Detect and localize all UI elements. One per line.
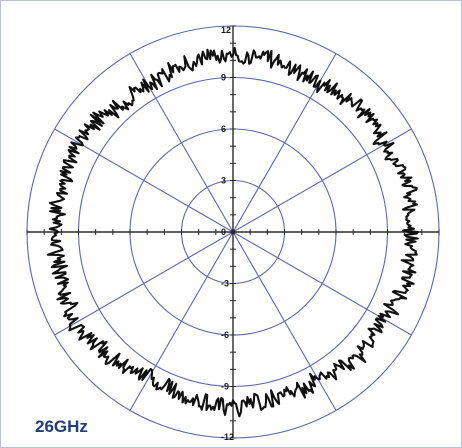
grid-spoke-150	[54, 128, 234, 233]
center-point	[230, 229, 236, 235]
tick-label-bottom-3: -3	[221, 279, 229, 289]
axis-ticks	[26, 25, 440, 439]
series-group	[46, 46, 420, 418]
grid-spoke-120	[129, 53, 234, 233]
tick-label-top-9: 9	[221, 73, 226, 83]
frequency-label: 26GHz	[35, 417, 88, 436]
grid-spoke-30	[232, 128, 412, 233]
grid-spoke-240	[129, 231, 234, 411]
tick-label-bottom-6: -6	[221, 330, 229, 340]
tick-label-top-6: 6	[221, 124, 226, 134]
tick-labels: 12 9 6 3 0 -3 -6 -9 -12	[221, 25, 234, 442]
tick-label-bottom-12: -12	[221, 432, 234, 442]
tick-label-center-0: 0	[221, 227, 226, 237]
tick-label-top-3: 3	[221, 176, 226, 186]
tick-label-top-12: 12	[221, 25, 231, 35]
grid-spoke-300	[232, 231, 337, 411]
tick-label-bottom-9: -9	[221, 382, 229, 392]
pattern-trace	[46, 46, 420, 418]
grid-spoke-330	[232, 231, 412, 336]
grid-spoke-210	[54, 231, 234, 336]
